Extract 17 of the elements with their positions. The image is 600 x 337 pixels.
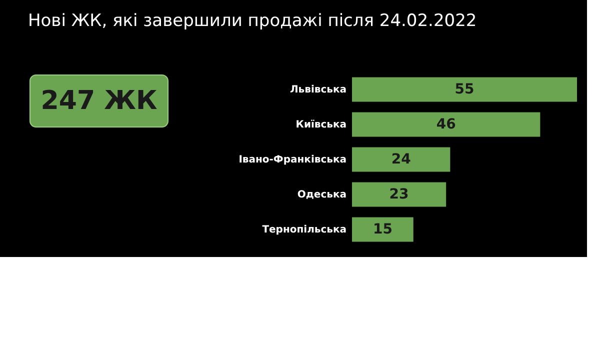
- y-tick-label: Івано-Франківська: [238, 154, 346, 166]
- data-label: 46: [436, 116, 456, 132]
- data-label: 55: [454, 82, 474, 98]
- data-label: 24: [391, 152, 412, 168]
- text: 247 ЖК: [40, 86, 158, 116]
- y-tick-label: Київська: [296, 120, 346, 130]
- bar: [352, 217, 414, 242]
- bar: [352, 112, 540, 137]
- data-label: 15: [372, 222, 392, 238]
- y-tick-label: Одеська: [297, 190, 346, 200]
- bar: [352, 182, 446, 207]
- y-tick-label: Львівська: [290, 84, 346, 96]
- bar: [352, 147, 450, 172]
- chart-title: Нові ЖК, які завершили продажі після 24.02.2022: [28, 11, 477, 31]
- y-tick-label: Тернопільська: [262, 224, 346, 236]
- data-label: 23: [389, 186, 409, 202]
- bar: [352, 77, 577, 102]
